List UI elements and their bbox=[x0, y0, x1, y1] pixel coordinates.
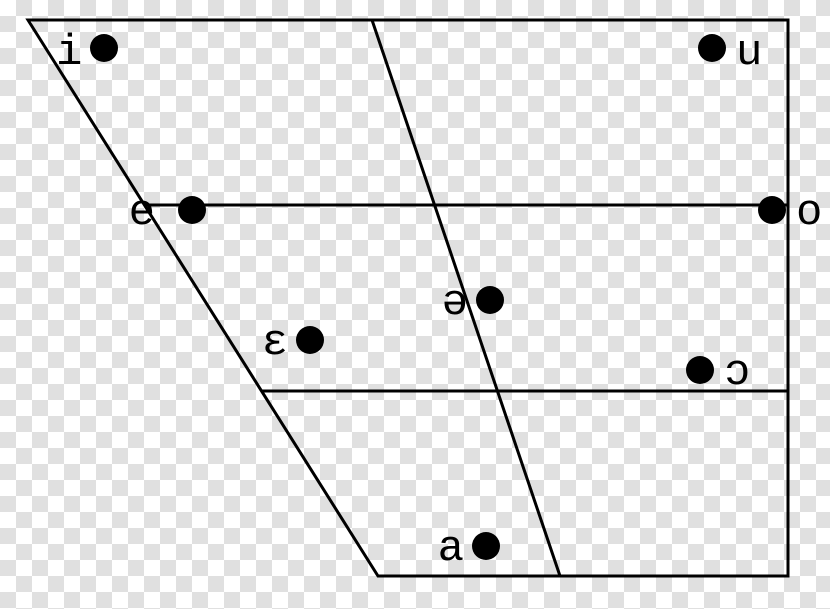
vowel-label-i: i bbox=[56, 28, 82, 78]
vowel-dot-open_o bbox=[686, 356, 714, 384]
vowel-dot-schwa bbox=[476, 286, 504, 314]
vowel-label-epsilon: ɛ bbox=[262, 318, 288, 368]
vowel-epsilon: ɛ bbox=[262, 318, 324, 368]
vowel-label-a: a bbox=[438, 524, 464, 574]
vowel-label-e: e bbox=[129, 188, 155, 238]
vowel-label-schwa: ə bbox=[442, 278, 468, 328]
vowel-dot-o bbox=[758, 196, 786, 224]
vowel-label-u: u bbox=[736, 28, 762, 78]
vowel-trapezoid-diagram: i u e o ə ɛ ɔ a bbox=[0, 0, 830, 609]
vowel-e: e bbox=[129, 188, 206, 238]
vowel-a: a bbox=[438, 524, 500, 574]
vowel-dot-epsilon bbox=[296, 326, 324, 354]
inner-trapezoid bbox=[372, 20, 788, 576]
vowel-label-o: o bbox=[796, 188, 822, 238]
grid-lines bbox=[28, 20, 788, 576]
vowel-i: i bbox=[56, 28, 118, 78]
vowel-o: o bbox=[758, 188, 822, 238]
vowel-dot-e bbox=[178, 196, 206, 224]
outer-trapezoid bbox=[28, 20, 788, 576]
vowel-dot-u bbox=[698, 34, 726, 62]
vowel-markers: i u e o ə ɛ ɔ a bbox=[56, 28, 822, 574]
vowel-label-open_o: ɔ bbox=[724, 348, 750, 398]
vowel-dot-a bbox=[472, 532, 500, 560]
vowel-dot-i bbox=[90, 34, 118, 62]
vowel-u: u bbox=[698, 28, 762, 78]
